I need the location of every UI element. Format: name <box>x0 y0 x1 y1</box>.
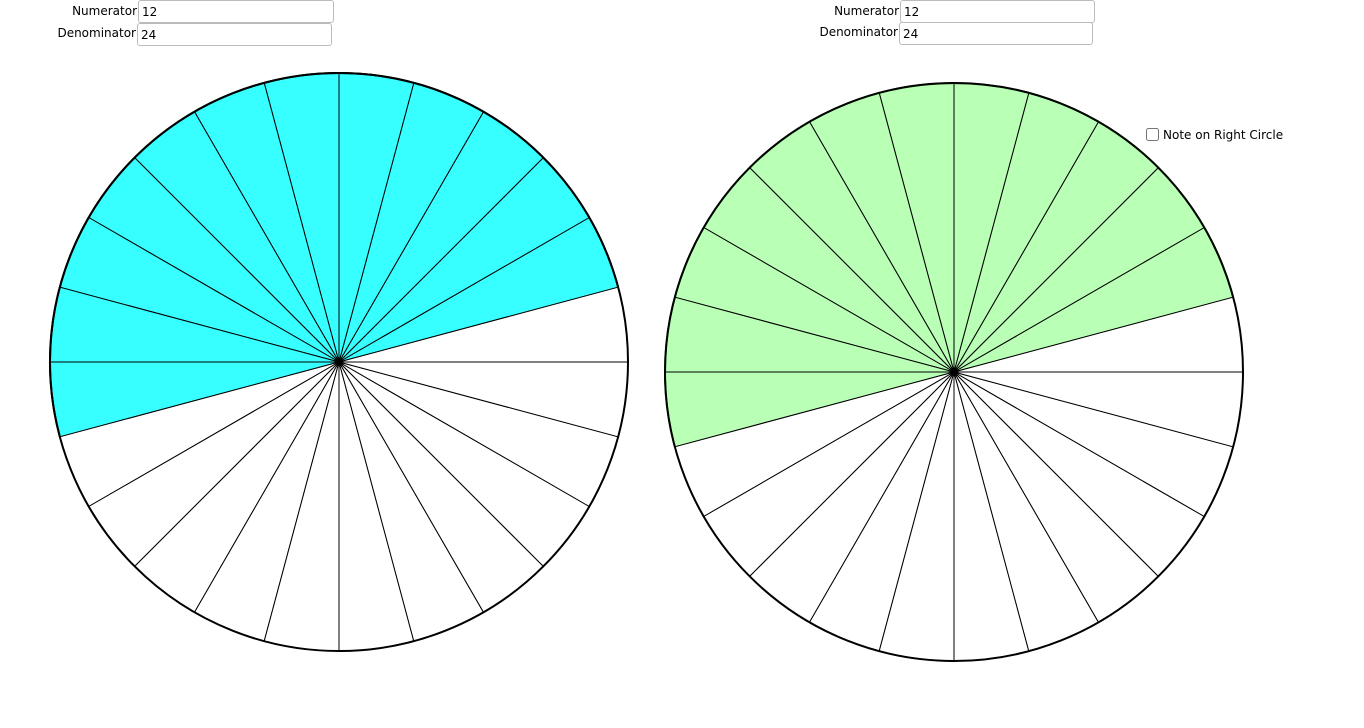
checkbox[interactable] <box>1146 128 1159 141</box>
numerator-label: Numerator <box>834 4 899 18</box>
numerator-input[interactable] <box>900 0 1095 23</box>
numerator-input[interactable] <box>138 0 334 23</box>
circle-outline <box>49 72 629 652</box>
circle-outline <box>664 82 1244 662</box>
denominator-label: Denominator <box>57 26 136 40</box>
denominator-label: Denominator <box>819 25 898 39</box>
numerator-label: Numerator <box>72 4 137 18</box>
denominator-input[interactable] <box>137 23 332 46</box>
checkbox-label: Note on Right Circle <box>1163 128 1284 142</box>
denominator-input[interactable] <box>899 22 1093 45</box>
